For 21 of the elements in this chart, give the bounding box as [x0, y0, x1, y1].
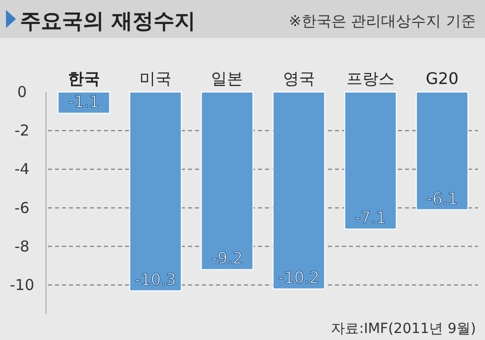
- y-tick-label: -10: [10, 276, 34, 294]
- y-tick-label: -8: [14, 237, 30, 256]
- y-tick-label: -4: [14, 160, 30, 178]
- y-tick-label: -2: [14, 122, 30, 140]
- text: 자료:IMF(2011년 9월): [331, 321, 476, 337]
- chart-subtitle: ※한국은 관리대상수지 기준: [288, 12, 476, 30]
- x-tick-label: 미국: [140, 69, 172, 88]
- data-label: -1.1: [68, 92, 100, 112]
- data-label: -10.3: [134, 270, 176, 289]
- data-label: -10.2: [278, 268, 320, 287]
- x-tick-label: 일본: [211, 69, 244, 88]
- x-tick-label: 프랑스: [346, 69, 394, 88]
- y-tick-label: 0: [17, 83, 27, 101]
- data-label: -9.2: [212, 248, 243, 268]
- x-tick-label: 한국: [68, 69, 100, 88]
- y-tick-label: -6: [14, 198, 30, 217]
- x-tick-label: G20: [426, 69, 459, 88]
- data-label: -7.1: [354, 208, 386, 228]
- chart-title: 주요국의 재정수지: [20, 9, 196, 33]
- data-label: -6.1: [426, 188, 458, 208]
- x-tick-label: 영국: [282, 69, 315, 88]
